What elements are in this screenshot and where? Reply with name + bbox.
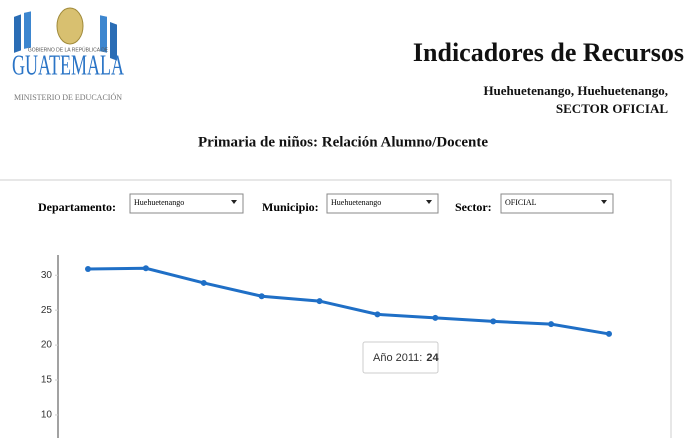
- select-box: [129, 193, 244, 214]
- logo-name: GUATEMALA: [12, 50, 124, 81]
- logo-bottom: MINISTERIO DE EDUCACIÓN: [14, 92, 122, 102]
- tooltip-box: [362, 341, 439, 374]
- tooltip-label: Año 2011:: [373, 352, 422, 364]
- point: [490, 318, 497, 325]
- point: [142, 265, 149, 272]
- subtitle: Huehuetenango, Huehuetenango, SECTOR OFI…: [483, 83, 668, 116]
- select-value: Huehuetenango: [134, 198, 184, 207]
- filter-label: Departamento:: [38, 200, 116, 214]
- y-tick-label: 15: [41, 375, 53, 386]
- point: [548, 321, 555, 328]
- tooltip-text: Año 2011: 24: [373, 352, 439, 364]
- point: [374, 311, 381, 318]
- logo: GOBIERNO DE LA REPÚBLICA DE GUATEMALA MI…: [12, 7, 124, 102]
- select[interactable]: Huehuetenango: [129, 193, 244, 214]
- select[interactable]: Huehuetenango: [326, 193, 439, 214]
- point: [432, 314, 439, 321]
- select-box: [326, 193, 439, 214]
- point: [200, 279, 207, 286]
- point: [606, 330, 612, 337]
- logo-top: GOBIERNO DE LA REPÚBLICA DE: [28, 46, 109, 53]
- select[interactable]: OFICIAL: [500, 193, 614, 214]
- y-tick-label: 30: [41, 270, 53, 281]
- select-arrow: [601, 200, 607, 204]
- chart-title: Primaria de niños: Relación Alumno/Docen…: [198, 134, 488, 150]
- panel: [0, 179, 672, 438]
- select-value: Huehuetenango: [331, 198, 381, 207]
- select-arrow: [426, 200, 432, 204]
- filter-label: Sector:: [455, 200, 492, 214]
- tooltip: Año 2011: 24: [362, 341, 439, 374]
- point: [85, 265, 91, 272]
- y-tick-label: 10: [41, 410, 53, 421]
- y-tick-label: 25: [41, 305, 53, 316]
- tooltip-value: 24: [426, 352, 439, 364]
- select-value: OFICIAL: [505, 198, 537, 207]
- point: [316, 298, 323, 305]
- select-box: [500, 193, 614, 214]
- page-title: Indicadores de Recursos: [413, 38, 684, 67]
- select-arrow: [231, 200, 237, 204]
- filter-label: Municipio:: [262, 200, 319, 214]
- line: [87, 266, 610, 336]
- point: [258, 293, 265, 300]
- y-tick-label: 20: [41, 340, 53, 351]
